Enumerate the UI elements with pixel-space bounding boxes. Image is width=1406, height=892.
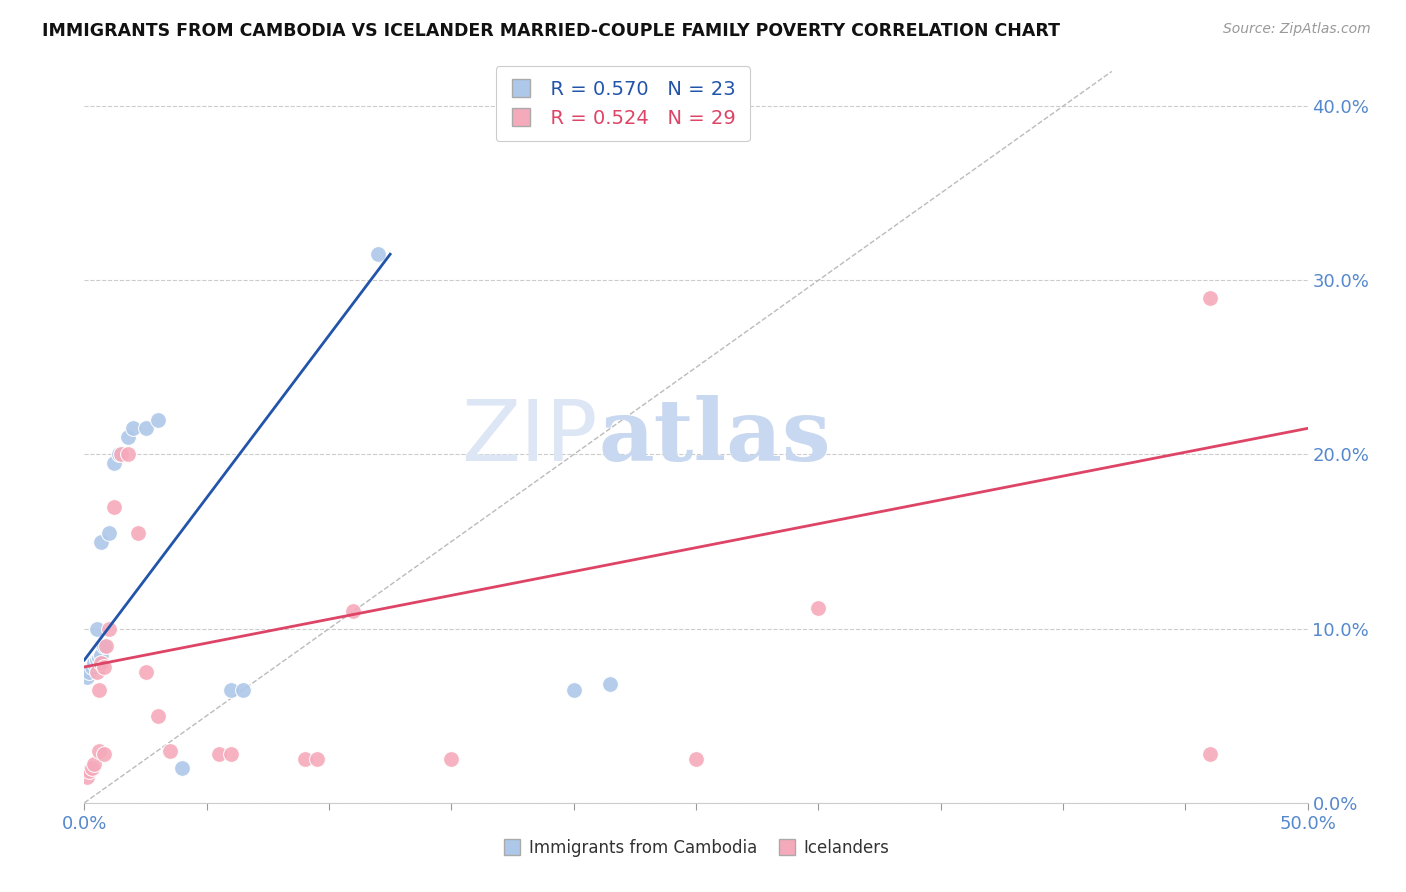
Point xyxy=(83,657,105,671)
Point xyxy=(219,682,242,697)
Point xyxy=(80,660,103,674)
Point xyxy=(110,448,132,462)
Point xyxy=(97,525,120,540)
Point xyxy=(232,682,254,697)
Point xyxy=(93,747,115,761)
Point xyxy=(294,752,316,766)
Point xyxy=(96,639,118,653)
Point xyxy=(135,665,157,680)
Text: ZIP: ZIP xyxy=(461,395,598,479)
Point xyxy=(77,764,100,779)
Point xyxy=(208,747,231,761)
Point xyxy=(97,622,120,636)
Point xyxy=(685,752,707,766)
Point xyxy=(367,247,389,261)
Point xyxy=(146,412,169,426)
Point xyxy=(135,421,157,435)
Point xyxy=(86,665,108,680)
Point xyxy=(117,448,139,462)
Text: Source: ZipAtlas.com: Source: ZipAtlas.com xyxy=(1223,22,1371,37)
Point xyxy=(127,525,149,540)
Point xyxy=(103,500,125,514)
Point xyxy=(77,665,100,680)
Point xyxy=(305,752,328,766)
Point xyxy=(1198,291,1220,305)
Point xyxy=(562,682,585,697)
Point xyxy=(342,604,364,618)
Legend: Immigrants from Cambodia, Icelanders: Immigrants from Cambodia, Icelanders xyxy=(495,832,897,864)
Point xyxy=(146,708,169,723)
Point xyxy=(76,770,98,784)
Point xyxy=(93,660,115,674)
Point xyxy=(107,448,129,462)
Point xyxy=(93,639,115,653)
Point xyxy=(90,657,112,671)
Text: atlas: atlas xyxy=(598,395,831,479)
Point xyxy=(122,421,145,435)
Point xyxy=(159,743,181,757)
Point xyxy=(172,761,194,775)
Point xyxy=(87,651,110,665)
Point xyxy=(90,534,112,549)
Point xyxy=(87,682,110,697)
Point xyxy=(103,456,125,470)
Point xyxy=(1198,747,1220,761)
Point xyxy=(807,600,830,615)
Point xyxy=(87,743,110,757)
Point xyxy=(80,761,103,775)
Point xyxy=(599,677,621,691)
Point xyxy=(76,670,98,684)
Point xyxy=(117,430,139,444)
Text: IMMIGRANTS FROM CAMBODIA VS ICELANDER MARRIED-COUPLE FAMILY POVERTY CORRELATION : IMMIGRANTS FROM CAMBODIA VS ICELANDER MA… xyxy=(42,22,1060,40)
Point xyxy=(83,757,105,772)
Point xyxy=(90,648,112,662)
Point xyxy=(440,752,463,766)
Point xyxy=(86,653,108,667)
Point xyxy=(86,622,108,636)
Point xyxy=(219,747,242,761)
